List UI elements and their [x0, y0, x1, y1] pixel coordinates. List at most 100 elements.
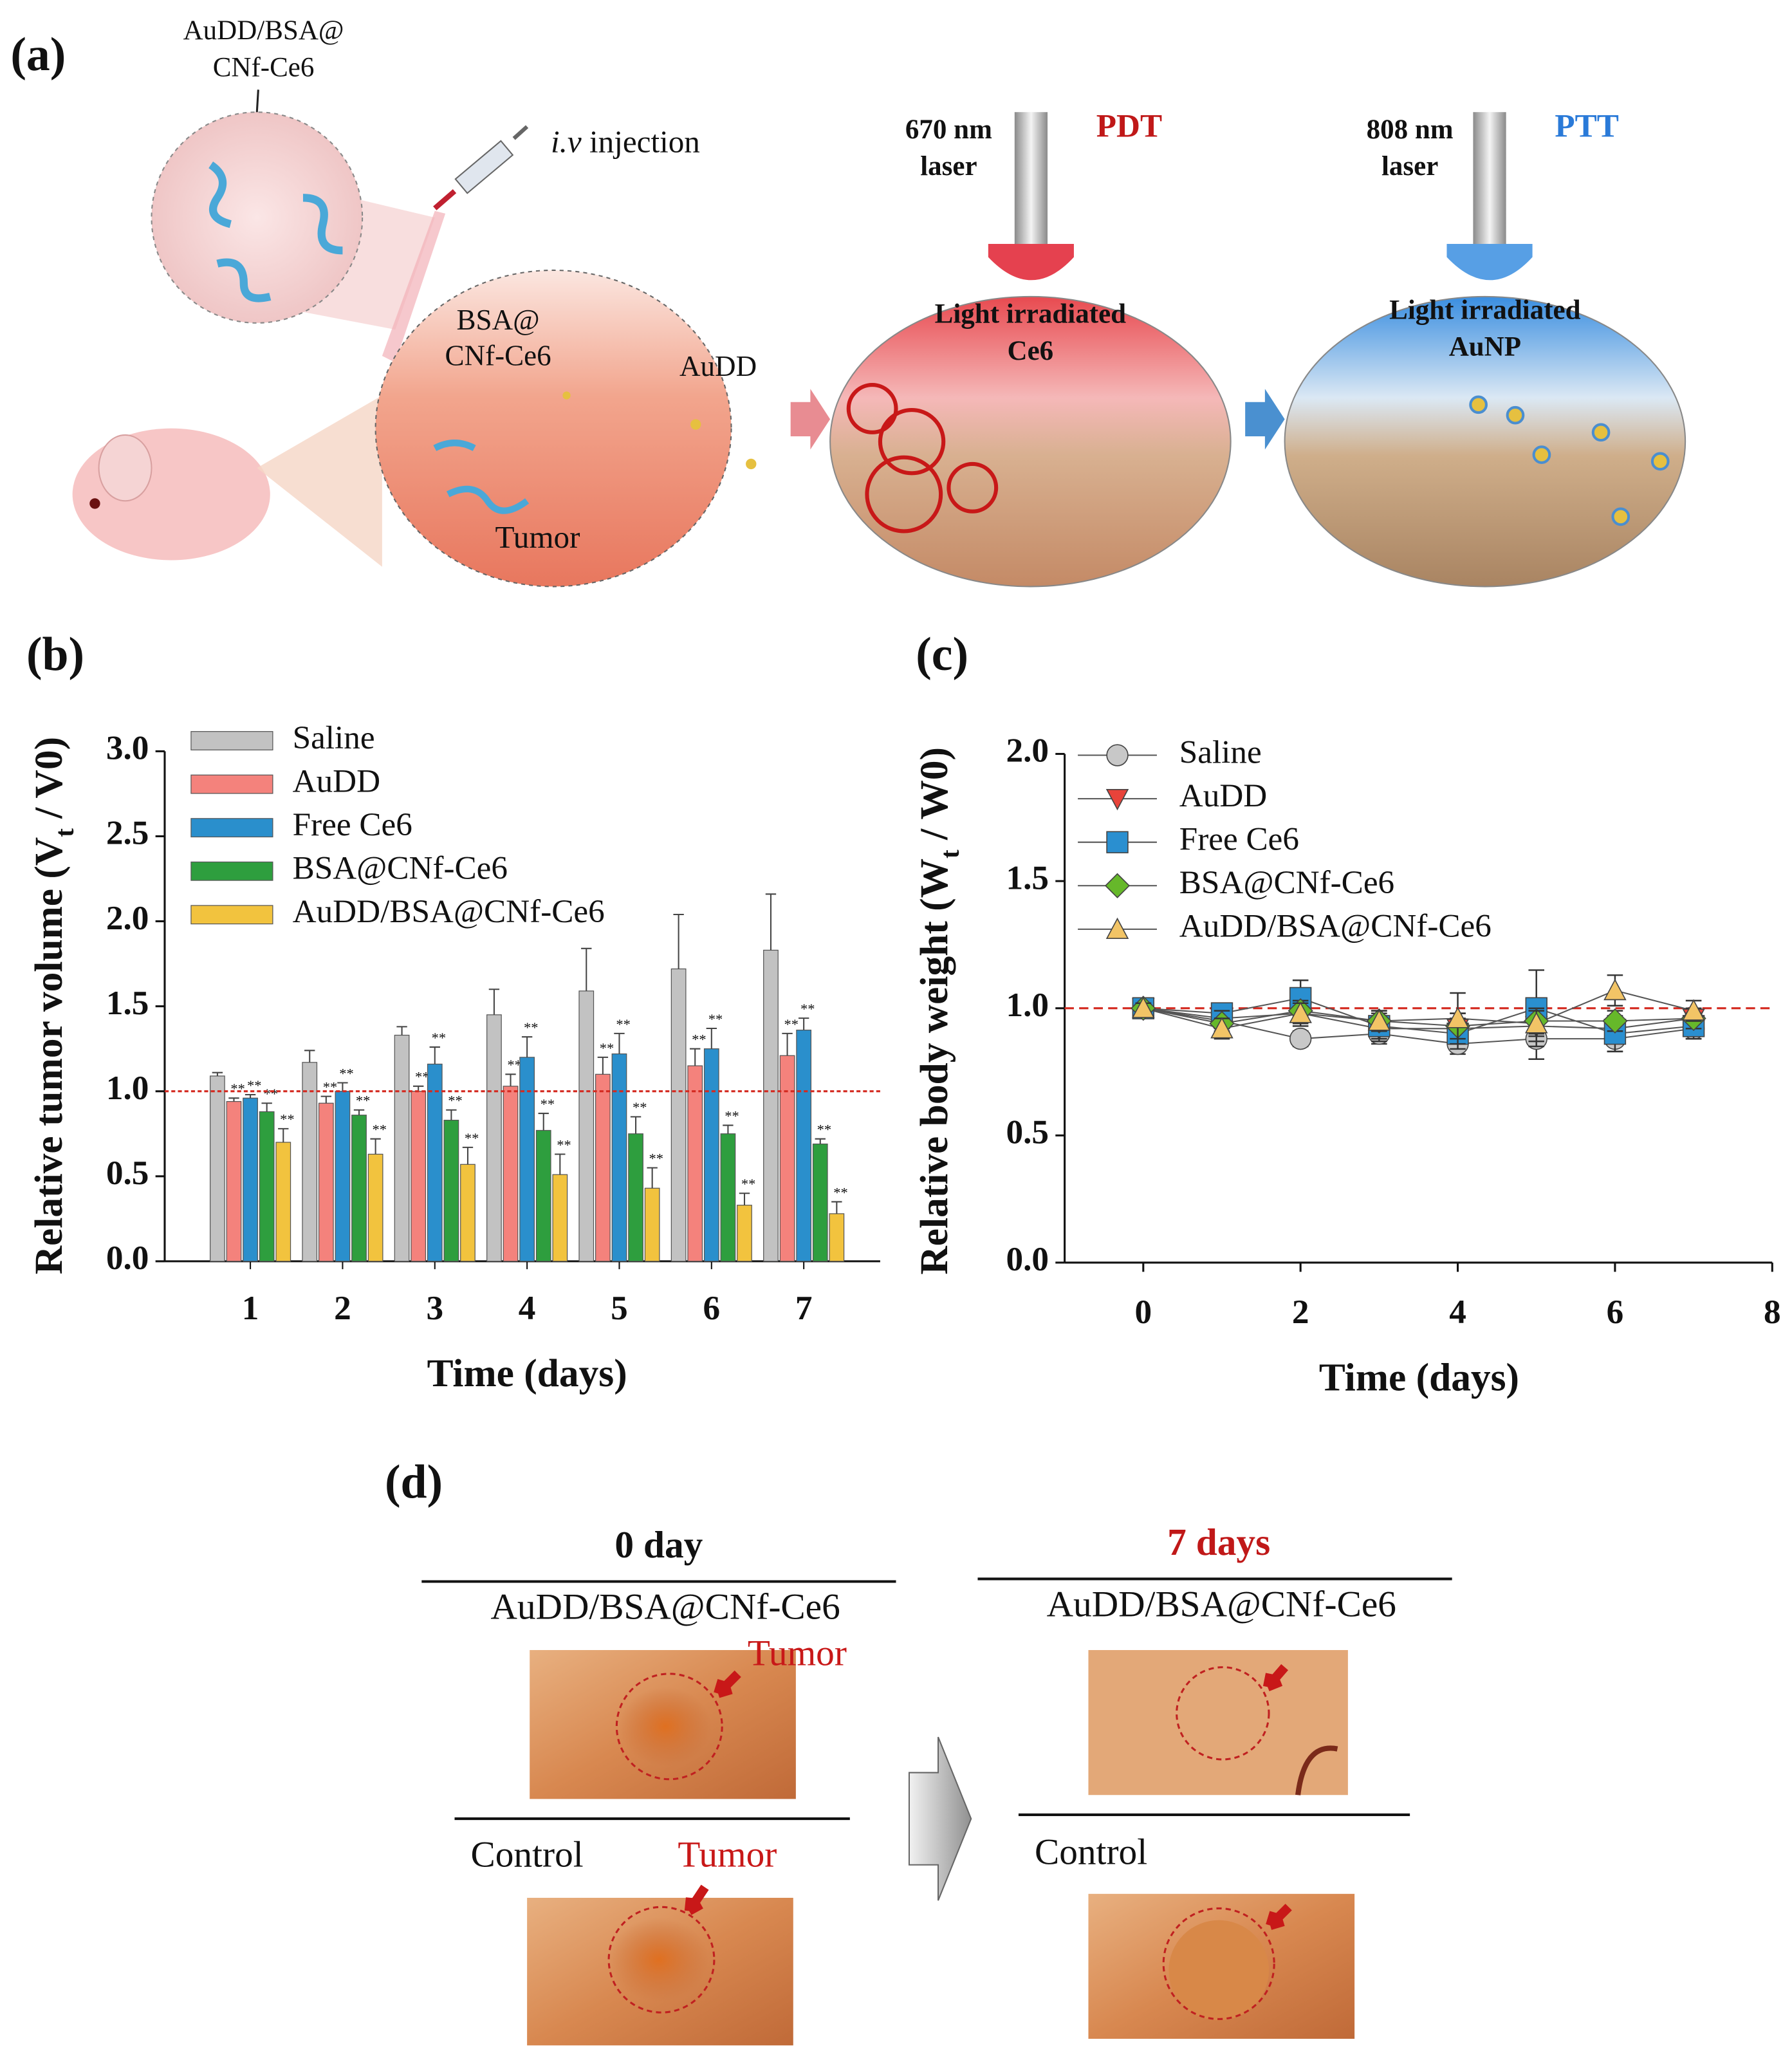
error-bar [630, 1116, 642, 1134]
error-bar [429, 1046, 440, 1064]
series-line [1143, 989, 1694, 1030]
significance: ** [415, 1069, 430, 1085]
bar [351, 1115, 367, 1262]
legend-marker [1104, 873, 1131, 898]
bar [703, 1048, 719, 1262]
ptt-label: PTT [1555, 108, 1619, 145]
error-bar [245, 1093, 256, 1099]
legend-label: AuDD/BSA@CNf-Ce6 [1179, 908, 1492, 945]
bar [578, 990, 595, 1262]
marker [1367, 1009, 1391, 1031]
laser [1473, 112, 1506, 244]
group-label: Control [1035, 1832, 1147, 1873]
marker [1524, 1012, 1548, 1034]
bar [595, 1073, 611, 1262]
error-bar [228, 1097, 239, 1102]
panel-d: (d) 0 day AuDD/BSA@CNf-Ce6 Tumor Control… [385, 1455, 1452, 2046]
photo-tumor [619, 1687, 712, 1767]
legend-swatch [190, 861, 273, 881]
significance: ** [784, 1016, 799, 1032]
tumor-arrow [1262, 1664, 1289, 1691]
error-bar [278, 1127, 289, 1142]
significance: ** [692, 1032, 707, 1048]
x-tick-label: 4 [519, 1289, 536, 1327]
legend-swatch [190, 731, 273, 750]
marker [1603, 978, 1627, 1001]
significance: ** [432, 1030, 447, 1046]
significance: ** [507, 1057, 522, 1073]
significance: ** [616, 1016, 631, 1032]
light-label: Ce6 [1008, 336, 1054, 366]
significance: ** [540, 1096, 555, 1112]
error-bar [723, 1124, 734, 1134]
gold-particles [1469, 395, 1670, 526]
bar [210, 1075, 225, 1262]
error-bar [304, 1050, 315, 1062]
time-arrow [908, 1736, 972, 1901]
light-label: AuNP [1449, 332, 1521, 362]
x-tick-label: 8 [1764, 1293, 1781, 1331]
x-axis-title: Time (days) [427, 1351, 627, 1395]
bar [443, 1120, 459, 1262]
y-axis-title-part: Relative body weight (W [912, 858, 956, 1275]
panel-label: (b) [26, 627, 84, 680]
bar [720, 1133, 736, 1262]
laser-label: laser [920, 151, 977, 181]
error-bar [831, 1201, 842, 1214]
significance: ** [708, 1011, 723, 1027]
laser-beam [988, 243, 1074, 281]
photo [1088, 1649, 1348, 1796]
significance: ** [557, 1137, 571, 1153]
marker [1602, 1008, 1628, 1034]
bar [460, 1164, 476, 1262]
significance: ** [264, 1086, 279, 1102]
day-label: 7 days [1167, 1521, 1270, 1563]
bar [503, 1086, 519, 1262]
x-tick-label: 2 [334, 1289, 351, 1327]
error-bar [337, 1082, 348, 1091]
significance: ** [741, 1176, 756, 1192]
significance: ** [448, 1093, 463, 1109]
gold-dot [746, 458, 757, 470]
panel-label: (c) [916, 627, 968, 680]
error-bar [782, 1032, 793, 1056]
light-label: Light irradiated [935, 299, 1126, 329]
error-bar [690, 1048, 701, 1066]
photo-tumor [609, 1917, 709, 2002]
step-arrow [790, 389, 831, 450]
nanofiber [433, 440, 530, 514]
bar [519, 1057, 535, 1262]
marker [1210, 1017, 1233, 1039]
y-axis-title: Relative body weight (Wt / W0) [912, 747, 965, 1274]
legend-label: Free Ce6 [1179, 821, 1299, 857]
bar [394, 1034, 410, 1262]
injection-word: injection [582, 124, 700, 160]
x-tick-label: 4 [1449, 1293, 1466, 1331]
bar [670, 968, 687, 1262]
tumor-zoom [374, 269, 732, 588]
bar [779, 1055, 795, 1262]
significance: ** [633, 1099, 647, 1115]
error-bar [673, 913, 684, 969]
pdt-label: PDT [1096, 108, 1162, 145]
error-bar [581, 947, 592, 991]
x-tick-label: 3 [426, 1289, 443, 1327]
error-bar [462, 1146, 474, 1165]
bar [275, 1142, 291, 1262]
error-bar [446, 1109, 457, 1120]
error-bar [488, 988, 500, 1015]
error-bar [396, 1026, 407, 1035]
bar [737, 1205, 752, 1262]
y-tick-label: 0.5 [1006, 1113, 1049, 1151]
legend-label: BSA@CNf-Ce6 [293, 849, 508, 886]
tumor-arrow [1266, 1904, 1292, 1930]
group-label: Control [471, 1835, 584, 1875]
x-tick-label: 5 [611, 1289, 628, 1327]
bar [486, 1014, 502, 1262]
bar [687, 1065, 703, 1262]
ptt-zoom [1284, 295, 1686, 588]
significance: ** [600, 1040, 614, 1056]
marker [1446, 1007, 1470, 1028]
error-bar [798, 1017, 809, 1030]
y-tick-label: 1.5 [106, 984, 149, 1022]
